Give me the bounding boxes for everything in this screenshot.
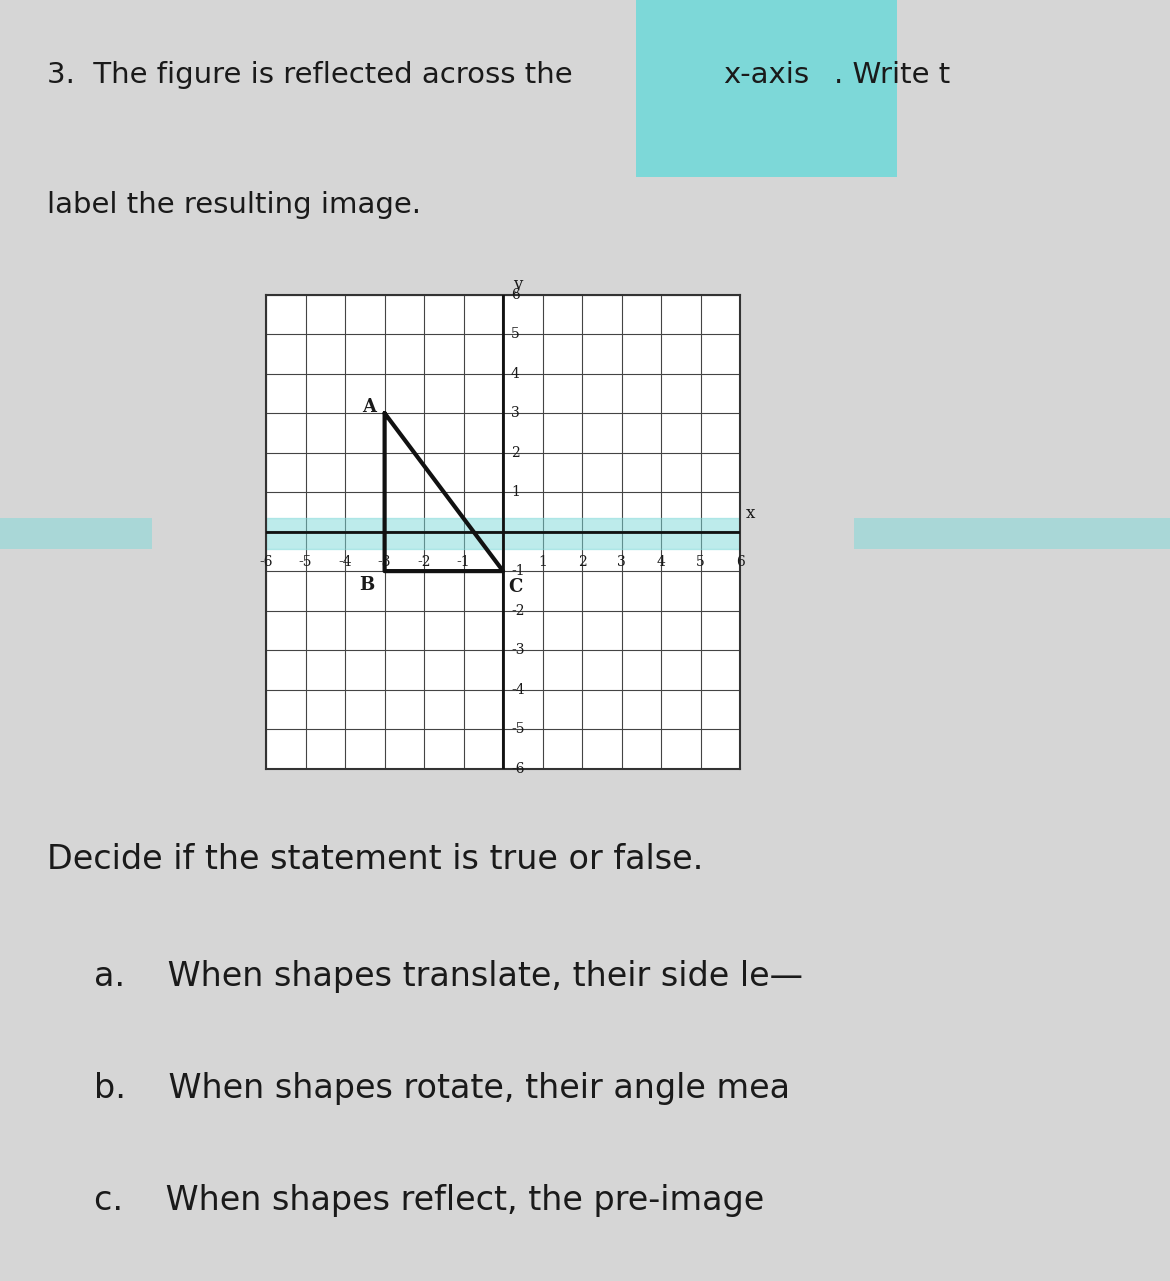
Text: -3: -3 [511, 643, 524, 657]
Text: b.    When shapes rotate, their angle mea: b. When shapes rotate, their angle mea [94, 1072, 790, 1104]
Text: c.    When shapes reflect, the pre-image: c. When shapes reflect, the pre-image [94, 1184, 764, 1217]
Text: -4: -4 [511, 683, 524, 697]
Text: -2: -2 [511, 603, 524, 617]
Text: -6: -6 [260, 556, 273, 569]
Text: 6: 6 [736, 556, 744, 569]
Text: -1: -1 [511, 564, 524, 578]
Text: x: x [746, 505, 756, 521]
Text: 1: 1 [511, 485, 519, 500]
Text: a.    When shapes translate, their side le—: a. When shapes translate, their side le— [94, 959, 803, 993]
Text: x-axis: x-axis [723, 61, 810, 90]
Text: 4: 4 [511, 366, 519, 380]
Text: 3: 3 [511, 406, 519, 420]
Text: -5: -5 [298, 556, 312, 569]
Text: 2: 2 [511, 446, 519, 460]
Text: 6: 6 [511, 288, 519, 301]
Text: C: C [508, 578, 522, 596]
Text: -2: -2 [418, 556, 431, 569]
Text: 2: 2 [578, 556, 586, 569]
Text: 3.  The figure is reflected across the: 3. The figure is reflected across the [47, 61, 581, 90]
Text: -5: -5 [511, 722, 524, 737]
Text: 4: 4 [656, 556, 666, 569]
Text: . Write t: . Write t [834, 61, 950, 90]
Text: 1: 1 [538, 556, 548, 569]
Text: -4: -4 [338, 556, 352, 569]
Text: 5: 5 [511, 327, 519, 341]
Text: -1: -1 [456, 556, 470, 569]
Text: label the resulting image.: label the resulting image. [47, 191, 421, 219]
Bar [266, 518, 741, 550]
Text: B: B [359, 576, 374, 594]
Text: 3: 3 [618, 556, 626, 569]
Text: A: A [362, 398, 376, 416]
Text: Decide if the statement is true or false.: Decide if the statement is true or false… [47, 843, 703, 876]
Text: -3: -3 [378, 556, 391, 569]
Text: y: y [512, 275, 522, 292]
Text: 5: 5 [696, 556, 706, 569]
Text: -6: -6 [511, 762, 524, 775]
